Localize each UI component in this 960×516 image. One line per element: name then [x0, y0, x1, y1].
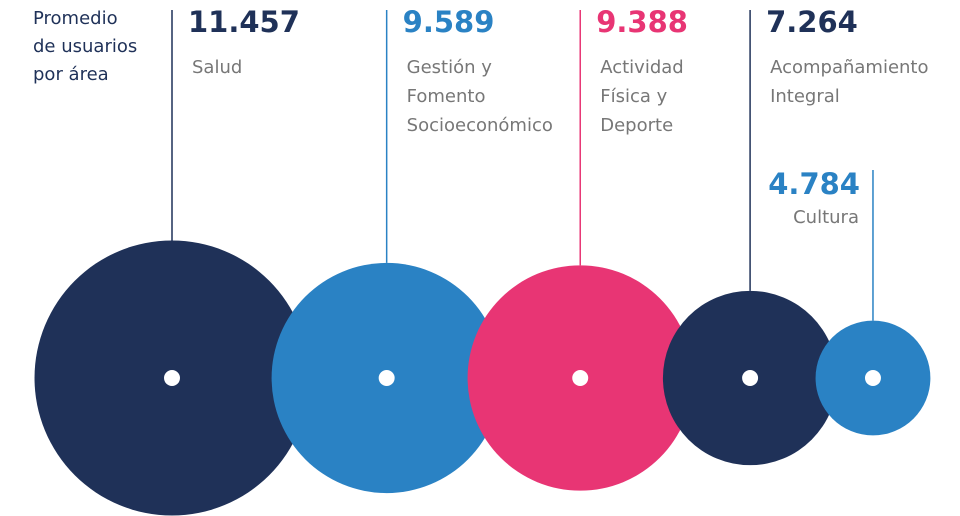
value-label: 7.264 [766, 5, 858, 39]
bubble-center [164, 370, 180, 386]
category-label: Acompañamiento Integral [770, 57, 929, 107]
category-label: Actividad Física y Deporte [600, 57, 684, 136]
value-label: 9.589 [402, 5, 495, 39]
category-label: Gestión y Fomento Socioeconómico [406, 57, 553, 136]
chart-title: Promedio de usuarios por área [33, 8, 138, 85]
bubble-center [378, 370, 395, 386]
value-label: 4.784 [768, 167, 860, 201]
category-label: Salud [192, 57, 243, 78]
bubble-center [864, 370, 881, 386]
bubble-center [572, 370, 589, 386]
bubble-center [742, 370, 759, 386]
value-label: 11.457 [188, 5, 300, 39]
category-label: Cultura [793, 207, 859, 228]
value-label: 9.388 [596, 5, 688, 39]
